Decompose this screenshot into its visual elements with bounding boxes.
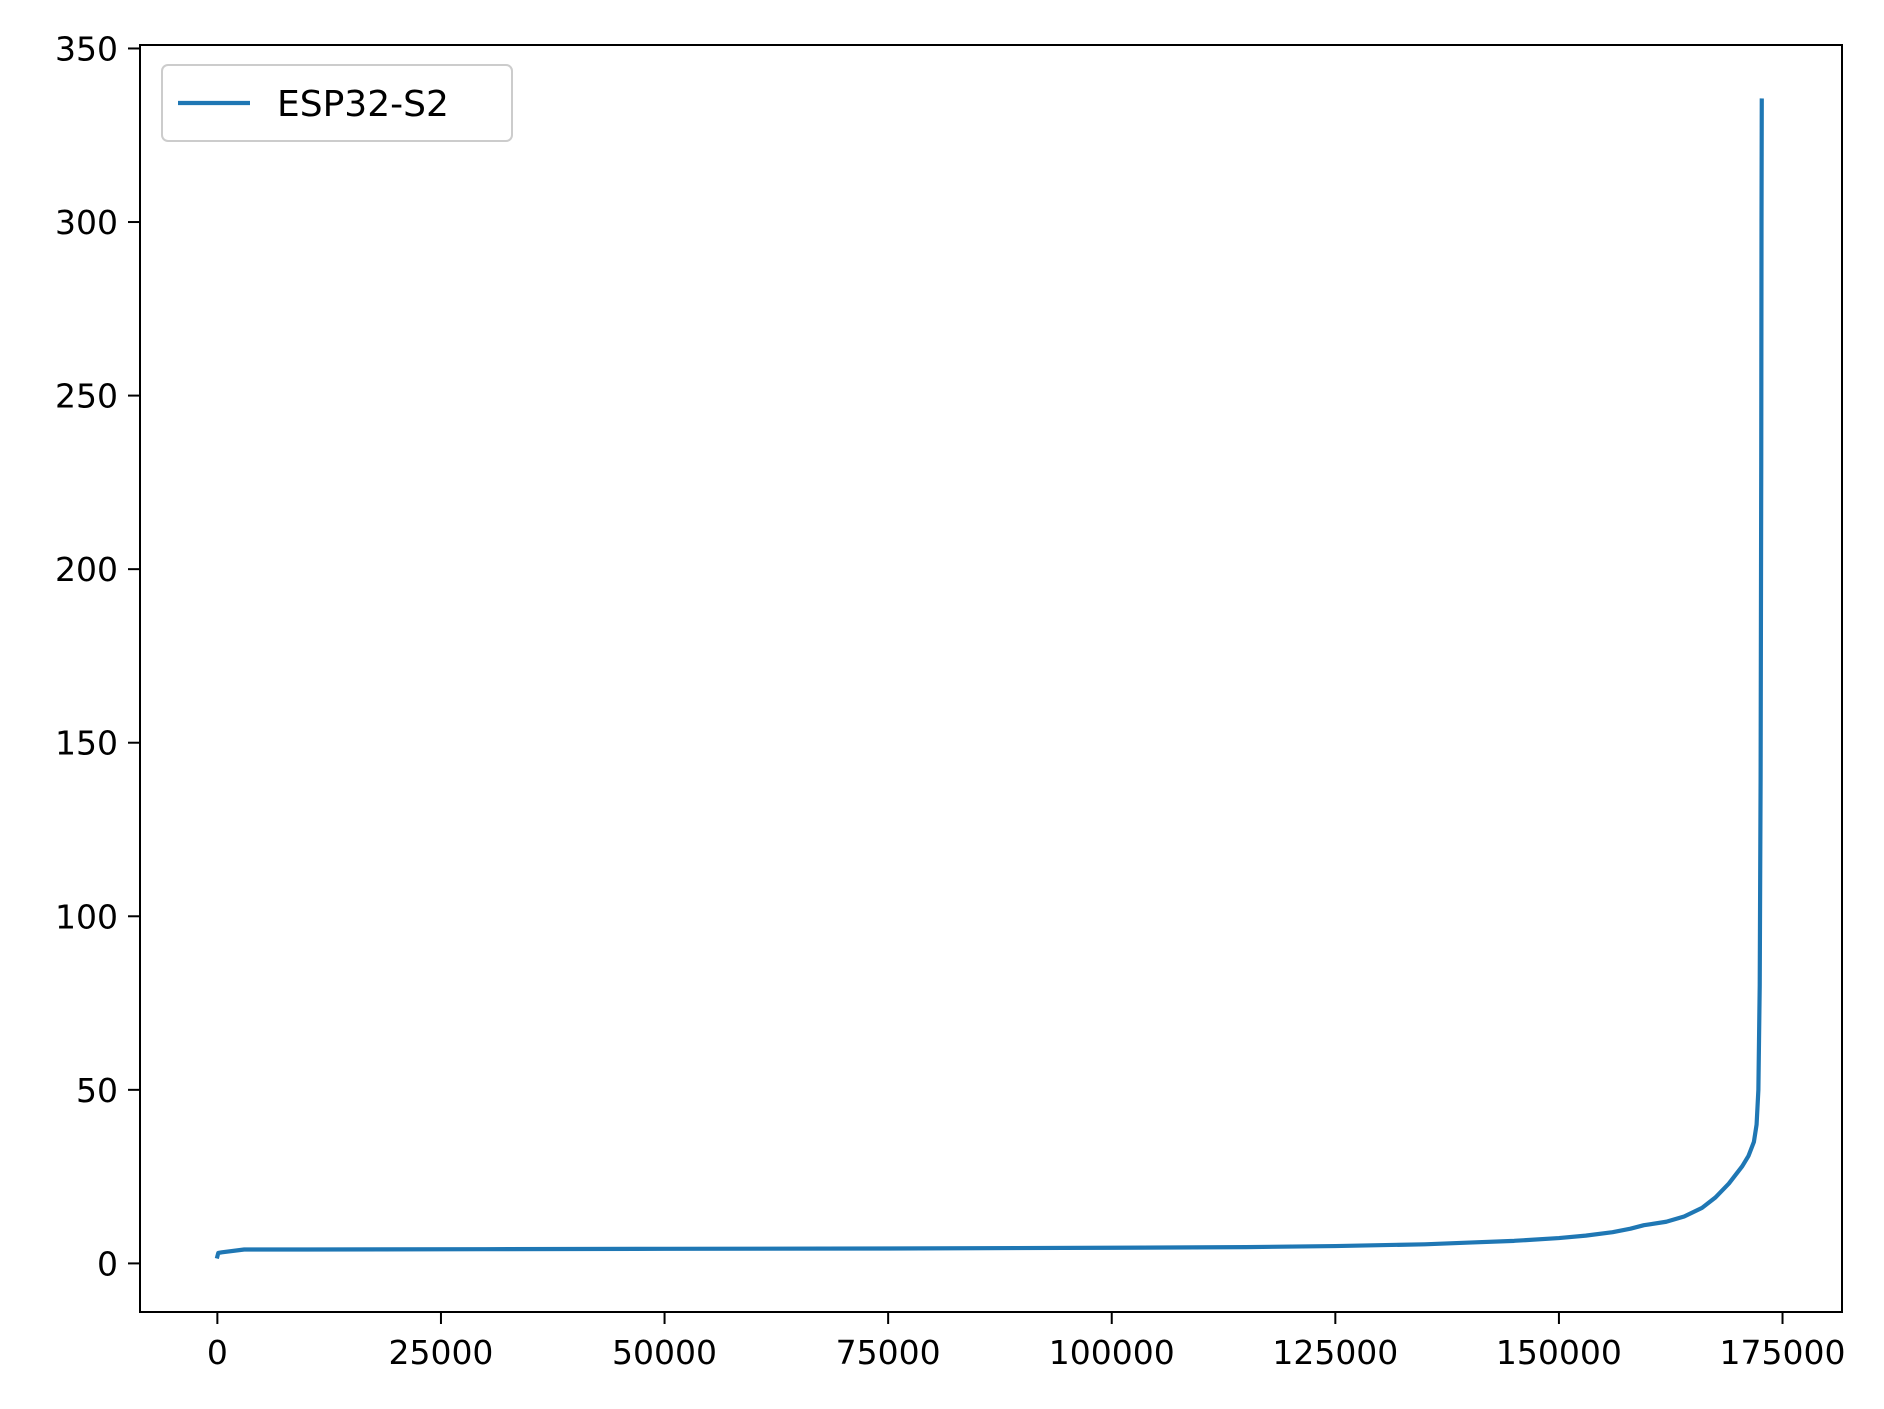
x-tick-label: 50000 xyxy=(612,1333,717,1372)
x-tick-label: 0 xyxy=(207,1333,228,1372)
x-tick-label: 100000 xyxy=(1049,1333,1175,1372)
axes-frame xyxy=(139,44,1843,1313)
legend: ESP32-S2 xyxy=(161,64,513,142)
legend-box xyxy=(161,64,513,142)
series-line-0 xyxy=(214,98,1764,1260)
legend-label: ESP32-S2 xyxy=(277,84,449,125)
x-tick-label: 75000 xyxy=(836,1333,941,1372)
x-tick-label: 125000 xyxy=(1272,1333,1398,1372)
y-tick-label: 300 xyxy=(55,203,118,242)
y-tick-label: 100 xyxy=(55,897,118,936)
y-tick-label: 150 xyxy=(55,724,118,763)
x-tick-label: 25000 xyxy=(388,1333,493,1372)
plot-area xyxy=(214,98,1764,1260)
x-tick-label: 150000 xyxy=(1496,1333,1622,1372)
y-tick-label: 250 xyxy=(55,377,118,416)
y-tick-label: 0 xyxy=(97,1244,118,1283)
y-tick-label: 200 xyxy=(55,550,118,589)
y-tick-label: 50 xyxy=(76,1071,118,1110)
y-tick-label: 350 xyxy=(55,29,118,68)
x-tick-label: 175000 xyxy=(1720,1333,1846,1372)
axes: 0 25000 50000 75000 100000 125000 150000 175000… xyxy=(55,29,1846,1372)
